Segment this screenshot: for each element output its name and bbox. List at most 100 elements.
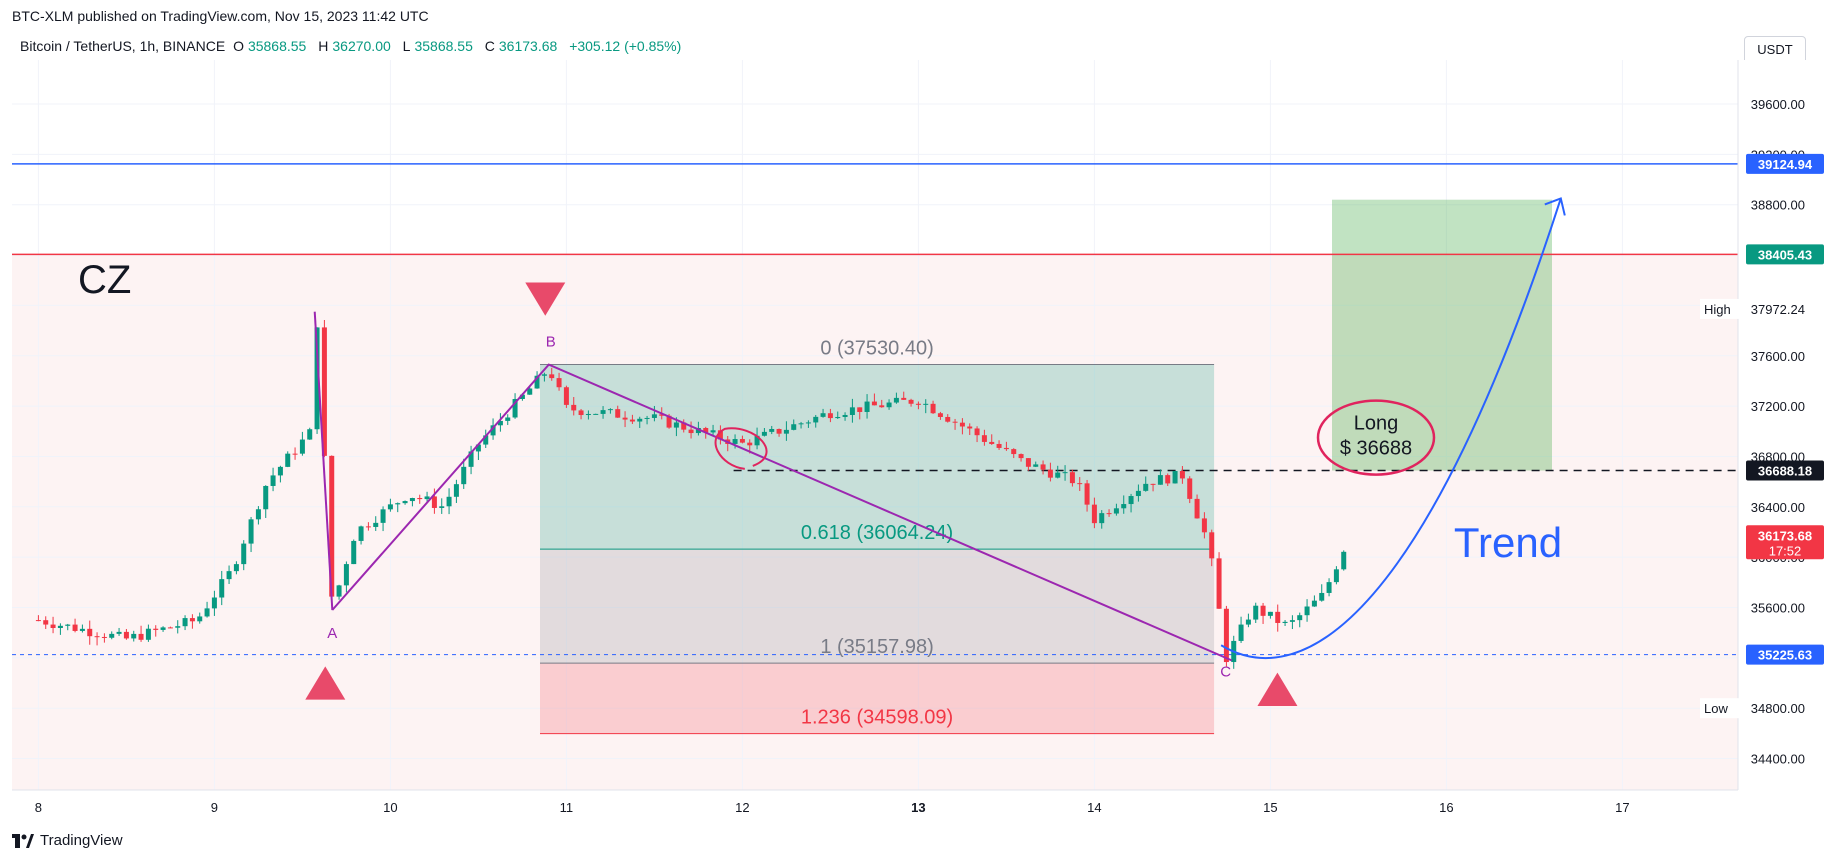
trend-label: Trend xyxy=(1454,519,1562,566)
candle-body xyxy=(439,506,445,508)
price-label-bg xyxy=(1746,644,1824,665)
candle-body xyxy=(263,485,269,510)
candle-body xyxy=(101,636,107,638)
price-label-bg xyxy=(1700,298,1824,319)
candle-body xyxy=(365,526,371,528)
candle-body xyxy=(1223,608,1229,663)
x-tick-label: 9 xyxy=(211,800,218,815)
triangle-down-b-icon xyxy=(525,282,566,316)
tradingview-footer: TradingView xyxy=(12,832,123,849)
long-price: $ 36688 xyxy=(1340,438,1412,460)
candle-body xyxy=(380,509,386,523)
candle-body xyxy=(1099,513,1105,524)
candle-body xyxy=(358,526,364,541)
candle-body xyxy=(453,484,459,497)
x-tick-label: 13 xyxy=(911,800,925,815)
candle-body xyxy=(519,394,525,399)
candle-body xyxy=(1187,478,1193,499)
candle-body xyxy=(109,633,115,638)
candle-body xyxy=(94,636,100,638)
candle-body xyxy=(424,496,430,500)
y-axis-panel[interactable] xyxy=(1738,60,1824,790)
price-tag-low: Low xyxy=(1704,701,1728,716)
candle-body xyxy=(578,410,584,416)
candle-body xyxy=(1135,490,1141,497)
candle-body xyxy=(285,453,291,467)
x-tick-label: 12 xyxy=(735,800,749,815)
candle-body xyxy=(512,398,518,418)
candle-body xyxy=(959,422,965,427)
candle-body xyxy=(600,410,606,414)
x-tick-label: 15 xyxy=(1263,800,1277,815)
candle-body xyxy=(739,439,745,443)
candle-body xyxy=(1311,600,1317,607)
abc-pattern-line[interactable] xyxy=(331,363,1233,662)
x-tick-label: 16 xyxy=(1439,800,1453,815)
candle-body xyxy=(307,429,313,440)
pattern-label-a: A xyxy=(327,625,337,642)
candle-body xyxy=(835,416,841,419)
candle-body xyxy=(219,579,225,598)
candle-body xyxy=(813,416,819,423)
y-tick-label: 38800.00 xyxy=(1751,198,1805,213)
candle-body xyxy=(893,397,899,403)
candle-body xyxy=(270,475,276,486)
candle-body xyxy=(593,413,599,415)
candle-body xyxy=(849,407,855,415)
candle-body xyxy=(321,327,327,456)
candle-body xyxy=(1047,469,1053,478)
candle-body xyxy=(65,624,71,626)
currency-selector[interactable]: USDT xyxy=(1744,36,1806,64)
long-target-zone xyxy=(1332,199,1552,471)
candle-body xyxy=(585,413,591,416)
candle-body xyxy=(1260,605,1266,616)
price-tag-high: High xyxy=(1704,302,1731,317)
candle-body xyxy=(615,409,621,418)
candle-body xyxy=(754,435,760,446)
candle-body xyxy=(131,633,137,639)
price-label-value: 38405.43 xyxy=(1758,247,1812,262)
y-tick-label: 39600.00 xyxy=(1751,97,1805,112)
y-tick-label: 37200.00 xyxy=(1751,399,1805,414)
symbol-name[interactable]: Bitcoin / TetherUS, 1h, BINANCE xyxy=(20,38,226,54)
candle-body xyxy=(1289,620,1295,622)
footer-brand: TradingView xyxy=(40,832,123,849)
triangle-up-a-icon xyxy=(305,666,346,700)
price-label-countdown: 17:52 xyxy=(1769,543,1802,558)
candle-body xyxy=(556,378,562,388)
candle-body xyxy=(673,422,679,428)
candle-body xyxy=(937,413,943,417)
candle-body xyxy=(534,375,540,389)
candle-body xyxy=(1143,483,1149,491)
candle-body xyxy=(233,564,239,572)
candle-body xyxy=(1201,518,1207,533)
candle-body xyxy=(1077,483,1083,485)
trend-curve[interactable] xyxy=(1220,198,1562,659)
long-label: Long xyxy=(1354,413,1399,435)
y-tick-label: 34400.00 xyxy=(1751,752,1805,767)
candle-body xyxy=(336,585,342,597)
candle-body xyxy=(79,628,85,631)
fib-zone-618-1 xyxy=(540,549,1215,664)
candle-body xyxy=(915,403,921,405)
candle-body xyxy=(1011,449,1017,455)
candle-body xyxy=(732,439,738,444)
candle-body xyxy=(167,627,173,629)
price-label-value: 36688.18 xyxy=(1758,464,1812,479)
candle-body xyxy=(468,451,474,467)
candle-body xyxy=(1326,582,1332,593)
candle-body xyxy=(1025,458,1031,467)
red-circle-mark xyxy=(714,427,768,470)
x-tick-label: 8 xyxy=(35,800,42,815)
candle-body xyxy=(446,496,452,507)
candle-body xyxy=(622,417,628,420)
price-label-value: 37972.24 xyxy=(1751,302,1805,317)
price-label-value: 39124.94 xyxy=(1758,157,1813,172)
candle-body xyxy=(475,444,481,452)
candle-body xyxy=(189,618,195,622)
candle-body xyxy=(827,413,833,419)
candle-body xyxy=(1003,447,1009,450)
candle-body xyxy=(182,618,188,627)
candle-body xyxy=(688,429,694,434)
